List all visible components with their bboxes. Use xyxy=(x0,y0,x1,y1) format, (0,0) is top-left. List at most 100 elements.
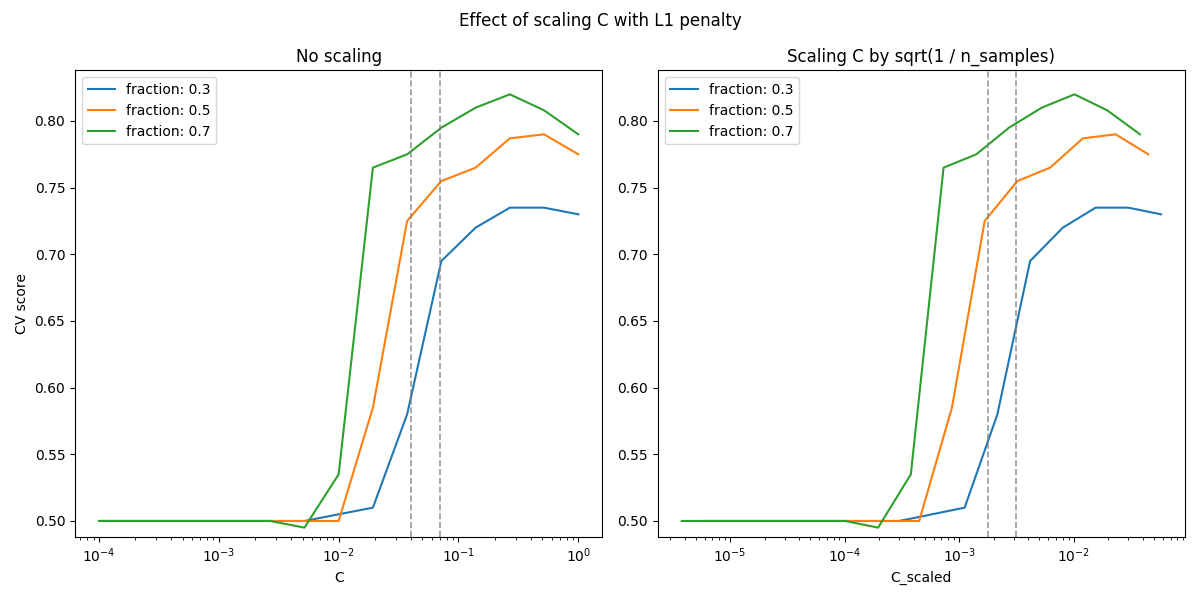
fraction: 0.5: (0.0447, 0.775): 0.5: (0.0447, 0.775) xyxy=(1141,151,1156,158)
fraction: 0.3: (0.0299, 0.735): 0.3: (0.0299, 0.735) xyxy=(1121,204,1135,211)
Line: fraction: 0.5: fraction: 0.5 xyxy=(98,134,578,521)
fraction: 0.3: (8.02e-05, 0.5): 0.3: (8.02e-05, 0.5) xyxy=(827,517,841,524)
fraction: 0.7: (0.00072, 0.5): 0.7: (0.00072, 0.5) xyxy=(194,517,209,524)
fraction: 0.5: (0.00268, 0.5): 0.5: (0.00268, 0.5) xyxy=(263,517,277,524)
fraction: 0.5: (6.21e-05, 0.5): 0.5: (6.21e-05, 0.5) xyxy=(814,517,828,524)
fraction: 0.7: (0.000193, 0.5): 0.7: (0.000193, 0.5) xyxy=(126,517,140,524)
fraction: 0.5: (0.0373, 0.725): 0.5: (0.0373, 0.725) xyxy=(400,217,414,224)
fraction: 0.3: (0.00072, 0.5): 0.3: (0.00072, 0.5) xyxy=(194,517,209,524)
Title: No scaling: No scaling xyxy=(295,48,382,66)
fraction: 0.7: (0.00272, 0.795): 0.7: (0.00272, 0.795) xyxy=(1002,124,1016,131)
Text: Effect of scaling C with L1 penalty: Effect of scaling C with L1 penalty xyxy=(458,12,742,30)
X-axis label: C_scaled: C_scaled xyxy=(890,571,952,585)
fraction: 0.5: (0.00621, 0.765): 0.5: (0.00621, 0.765) xyxy=(1043,164,1057,171)
fraction: 0.3: (0.000155, 0.5): 0.3: (0.000155, 0.5) xyxy=(859,517,874,524)
fraction: 0.7: (1.41e-05, 0.5): 0.7: (1.41e-05, 0.5) xyxy=(740,517,755,524)
fraction: 0.3: (4.16e-05, 0.5): 0.3: (4.16e-05, 0.5) xyxy=(793,517,808,524)
fraction: 0.7: (0.000378, 0.535): 0.7: (0.000378, 0.535) xyxy=(904,471,918,478)
fraction: 0.5: (0.00518, 0.5): 0.5: (0.00518, 0.5) xyxy=(298,517,312,524)
fraction: 0.7: (0.0378, 0.79): 0.7: (0.0378, 0.79) xyxy=(1133,131,1147,138)
fraction: 0.3: (1.11e-05, 0.5): 0.3: (1.11e-05, 0.5) xyxy=(728,517,743,524)
fraction: 0.3: (0.00802, 0.72): 0.3: (0.00802, 0.72) xyxy=(1056,224,1070,231)
fraction: 0.3: (0.000373, 0.5): 0.3: (0.000373, 0.5) xyxy=(161,517,175,524)
fraction: 0.3: (0.000577, 0.505): 0.3: (0.000577, 0.505) xyxy=(925,511,940,518)
fraction: 0.7: (1, 0.79): 0.7: (1, 0.79) xyxy=(571,131,586,138)
Line: fraction: 0.7: fraction: 0.7 xyxy=(98,94,578,527)
fraction: 0.3: (5.77e-06, 0.5): 0.3: (5.77e-06, 0.5) xyxy=(696,517,710,524)
fraction: 0.5: (1.67e-05, 0.5): 0.5: (1.67e-05, 0.5) xyxy=(749,517,763,524)
fraction: 0.3: (0.0155, 0.735): 0.3: (0.0155, 0.735) xyxy=(1088,204,1103,211)
fraction: 0.5: (0.268, 0.787): 0.5: (0.268, 0.787) xyxy=(503,135,517,142)
fraction: 0.5: (0.00012, 0.5): 0.5: (0.00012, 0.5) xyxy=(846,517,860,524)
fraction: 0.7: (0.00141, 0.775): 0.7: (0.00141, 0.775) xyxy=(970,151,984,158)
Legend: fraction: 0.3, fraction: 0.5, fraction: 0.7: fraction: 0.3, fraction: 0.5, fraction: … xyxy=(665,77,799,144)
fraction: 0.3: (1, 0.73): 0.3: (1, 0.73) xyxy=(571,211,586,218)
fraction: 0.5: (8.63e-06, 0.5): 0.5: (8.63e-06, 0.5) xyxy=(715,517,730,524)
fraction: 0.7: (0.268, 0.82): 0.7: (0.268, 0.82) xyxy=(503,91,517,98)
Line: fraction: 0.3: fraction: 0.3 xyxy=(703,208,1162,521)
fraction: 0.3: (0.268, 0.735): 0.3: (0.268, 0.735) xyxy=(503,204,517,211)
fraction: 0.5: (3.22e-05, 0.5): 0.5: (3.22e-05, 0.5) xyxy=(781,517,796,524)
fraction: 0.3: (0.00111, 0.51): 0.3: (0.00111, 0.51) xyxy=(958,504,972,511)
fraction: 0.7: (0.01, 0.535): 0.7: (0.01, 0.535) xyxy=(331,471,346,478)
fraction: 0.5: (0.012, 0.787): 0.5: (0.012, 0.787) xyxy=(1075,135,1090,142)
fraction: 0.5: (0.000373, 0.5): 0.5: (0.000373, 0.5) xyxy=(161,517,175,524)
fraction: 0.7: (0.000373, 0.5): 0.7: (0.000373, 0.5) xyxy=(161,517,175,524)
fraction: 0.7: (0.072, 0.795): 0.7: (0.072, 0.795) xyxy=(434,124,449,131)
fraction: 0.7: (0.0101, 0.82): 0.7: (0.0101, 0.82) xyxy=(1067,91,1081,98)
fraction: 0.5: (0.518, 0.79): 0.5: (0.518, 0.79) xyxy=(536,131,551,138)
fraction: 0.5: (1, 0.775): 0.5: (1, 0.775) xyxy=(571,151,586,158)
fraction: 0.3: (0.0193, 0.51): 0.3: (0.0193, 0.51) xyxy=(366,504,380,511)
fraction: 0.5: (0.00139, 0.5): 0.5: (0.00139, 0.5) xyxy=(229,517,244,524)
fraction: 0.7: (0.00518, 0.495): 0.7: (0.00518, 0.495) xyxy=(298,524,312,531)
fraction: 0.3: (0.000193, 0.5): 0.3: (0.000193, 0.5) xyxy=(126,517,140,524)
fraction: 0.7: (3.78e-06, 0.5): 0.7: (3.78e-06, 0.5) xyxy=(674,517,689,524)
fraction: 0.5: (0.000447, 0.5): 0.5: (0.000447, 0.5) xyxy=(912,517,926,524)
fraction: 0.3: (0.0373, 0.58): 0.3: (0.0373, 0.58) xyxy=(400,411,414,418)
fraction: 0.7: (0.0373, 0.775): 0.7: (0.0373, 0.775) xyxy=(400,151,414,158)
fraction: 0.7: (0.00268, 0.5): 0.7: (0.00268, 0.5) xyxy=(263,517,277,524)
fraction: 0.5: (0.00072, 0.5): 0.5: (0.00072, 0.5) xyxy=(194,517,209,524)
fraction: 0.3: (0.0001, 0.5): 0.3: (0.0001, 0.5) xyxy=(91,517,106,524)
fraction: 0.5: (0.01, 0.5): 0.5: (0.01, 0.5) xyxy=(331,517,346,524)
fraction: 0.5: (0.0193, 0.585): 0.5: (0.0193, 0.585) xyxy=(366,404,380,411)
fraction: 0.7: (7.3e-06, 0.5): 0.7: (7.3e-06, 0.5) xyxy=(707,517,721,524)
fraction: 0.7: (0.518, 0.808): 0.7: (0.518, 0.808) xyxy=(536,107,551,114)
fraction: 0.5: (0.000863, 0.585): 0.5: (0.000863, 0.585) xyxy=(944,404,959,411)
fraction: 0.5: (4.47e-06, 0.5): 0.5: (4.47e-06, 0.5) xyxy=(683,517,697,524)
fraction: 0.3: (0.0577, 0.73): 0.3: (0.0577, 0.73) xyxy=(1154,211,1169,218)
fraction: 0.3: (0.01, 0.505): 0.3: (0.01, 0.505) xyxy=(331,511,346,518)
fraction: 0.5: (0.00322, 0.755): 0.5: (0.00322, 0.755) xyxy=(1010,178,1025,185)
Line: fraction: 0.3: fraction: 0.3 xyxy=(98,208,578,521)
fraction: 0.3: (0.00215, 0.58): 0.3: (0.00215, 0.58) xyxy=(990,411,1004,418)
fraction: 0.5: (0.139, 0.765): 0.5: (0.139, 0.765) xyxy=(468,164,482,171)
fraction: 0.7: (0.00139, 0.5): 0.7: (0.00139, 0.5) xyxy=(229,517,244,524)
Line: fraction: 0.7: fraction: 0.7 xyxy=(682,94,1140,527)
X-axis label: C: C xyxy=(334,571,343,585)
fraction: 0.7: (0.000196, 0.495): 0.7: (0.000196, 0.495) xyxy=(871,524,886,531)
fraction: 0.5: (0.072, 0.755): 0.5: (0.072, 0.755) xyxy=(434,178,449,185)
fraction: 0.3: (0.000299, 0.5): 0.3: (0.000299, 0.5) xyxy=(892,517,906,524)
fraction: 0.7: (0.000101, 0.5): 0.7: (0.000101, 0.5) xyxy=(838,517,852,524)
fraction: 0.7: (0.0196, 0.808): 0.7: (0.0196, 0.808) xyxy=(1100,107,1115,114)
fraction: 0.5: (0.000232, 0.5): 0.5: (0.000232, 0.5) xyxy=(880,517,894,524)
fraction: 0.5: (0.000193, 0.5): 0.5: (0.000193, 0.5) xyxy=(126,517,140,524)
fraction: 0.3: (0.00139, 0.5): 0.3: (0.00139, 0.5) xyxy=(229,517,244,524)
Line: fraction: 0.5: fraction: 0.5 xyxy=(690,134,1148,521)
fraction: 0.3: (0.139, 0.72): 0.3: (0.139, 0.72) xyxy=(468,224,482,231)
fraction: 0.3: (0.518, 0.735): 0.3: (0.518, 0.735) xyxy=(536,204,551,211)
Title: Scaling C by sqrt(1 / n_samples): Scaling C by sqrt(1 / n_samples) xyxy=(787,48,1055,66)
fraction: 0.7: (0.0001, 0.5): 0.7: (0.0001, 0.5) xyxy=(91,517,106,524)
fraction: 0.7: (5.25e-05, 0.5): 0.7: (5.25e-05, 0.5) xyxy=(805,517,820,524)
fraction: 0.3: (0.00518, 0.5): 0.3: (0.00518, 0.5) xyxy=(298,517,312,524)
fraction: 0.7: (0.139, 0.81): 0.7: (0.139, 0.81) xyxy=(468,104,482,111)
fraction: 0.7: (0.00525, 0.81): 0.7: (0.00525, 0.81) xyxy=(1034,104,1049,111)
fraction: 0.7: (2.72e-05, 0.5): 0.7: (2.72e-05, 0.5) xyxy=(773,517,787,524)
Y-axis label: CV score: CV score xyxy=(14,273,29,334)
fraction: 0.5: (0.0232, 0.79): 0.5: (0.0232, 0.79) xyxy=(1109,131,1123,138)
fraction: 0.3: (0.00268, 0.5): 0.3: (0.00268, 0.5) xyxy=(263,517,277,524)
fraction: 0.5: (0.0001, 0.5): 0.5: (0.0001, 0.5) xyxy=(91,517,106,524)
fraction: 0.3: (0.072, 0.695): 0.3: (0.072, 0.695) xyxy=(434,257,449,265)
Legend: fraction: 0.3, fraction: 0.5, fraction: 0.7: fraction: 0.3, fraction: 0.5, fraction: … xyxy=(82,77,216,144)
fraction: 0.3: (2.15e-05, 0.5): 0.3: (2.15e-05, 0.5) xyxy=(761,517,775,524)
